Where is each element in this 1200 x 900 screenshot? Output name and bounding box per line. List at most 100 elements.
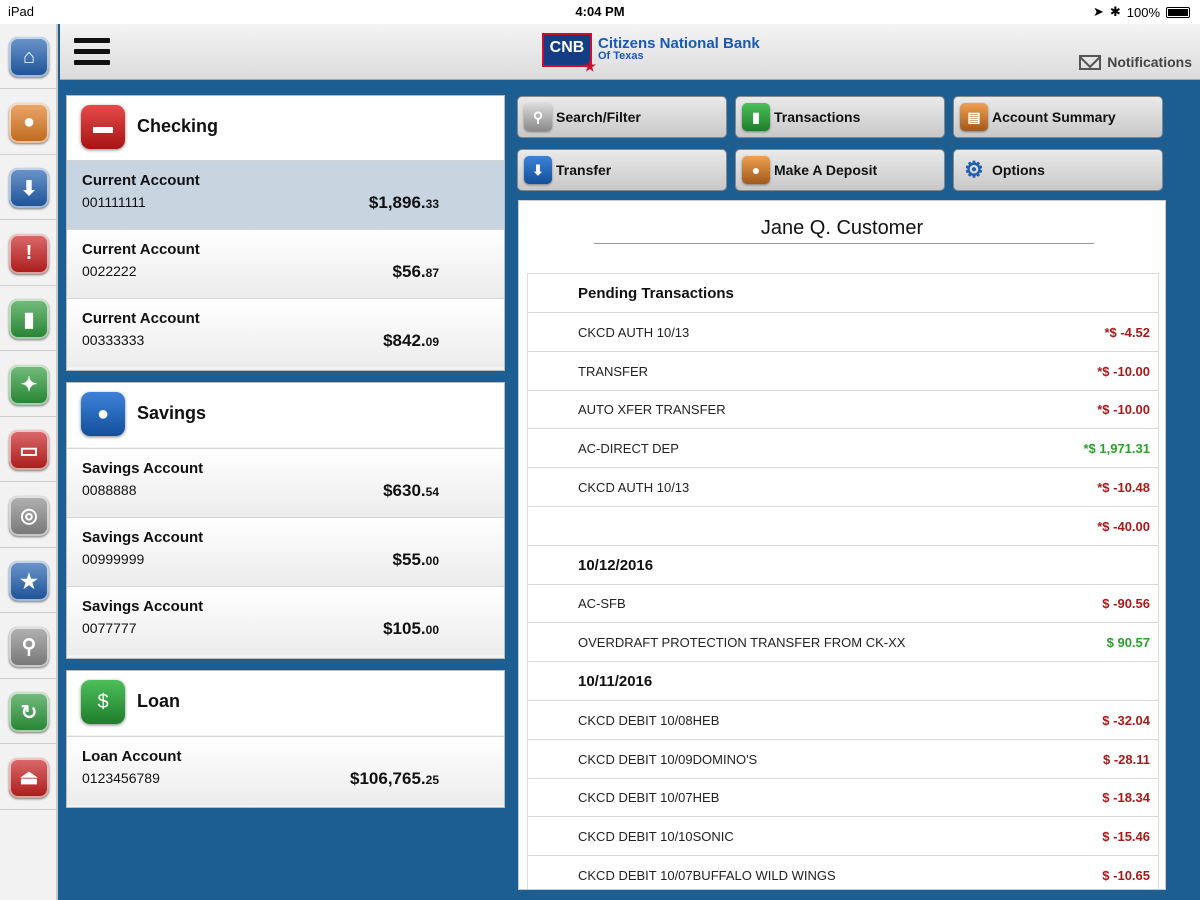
- transaction-group-heading: 10/12/2016: [528, 546, 1158, 585]
- transaction-row[interactable]: AC-SFB $ -90.56: [528, 584, 1158, 624]
- transaction-row[interactable]: AUTO XFER TRANSFER *$ -10.00: [528, 390, 1158, 430]
- chart-icon: ▮: [742, 103, 770, 131]
- savings-panel: ● Savings Savings Account 0088888 $630.5…: [66, 382, 505, 659]
- divider: [594, 243, 1094, 244]
- transfer-button[interactable]: ⬇ Transfer: [517, 149, 727, 191]
- transaction-description: TRANSFER: [578, 363, 649, 379]
- sidebar-divider: [0, 153, 56, 155]
- checking-account-row[interactable]: Current Account 001111111 $1,896.33: [67, 160, 504, 229]
- download-icon[interactable]: ⬇: [9, 168, 49, 208]
- sidebar-divider: [0, 415, 56, 417]
- credit-card-icon: ▬: [81, 105, 125, 149]
- transactions-button[interactable]: ▮ Transactions: [735, 96, 945, 138]
- alert-icon[interactable]: !: [9, 233, 49, 274]
- sidebar-divider: [0, 808, 56, 810]
- savings-header: ● Savings: [67, 383, 504, 447]
- transaction-amount: *$ -10.00: [1097, 402, 1150, 418]
- transaction-amount: $ -18.34: [1102, 790, 1150, 806]
- transaction-row[interactable]: CKCD AUTH 10/13 *$ -4.52: [528, 313, 1158, 352]
- home-icon[interactable]: ⌂: [9, 37, 49, 77]
- gears-icon: ⚙: [964, 157, 984, 182]
- sidebar-divider: [0, 612, 56, 613]
- options-button[interactable]: ⚙ Options: [953, 149, 1163, 191]
- loan-panel: $ Loan Loan Account 0123456789 $106,765.…: [66, 670, 505, 808]
- transaction-row[interactable]: CKCD AUTH 10/13 *$ -10.48: [528, 468, 1158, 507]
- transaction-description: AC-DIRECT DEP: [578, 441, 679, 457]
- piggy-bank-icon: ●: [81, 392, 125, 436]
- transaction-row[interactable]: OVERDRAFT PROTECTION TRANSFER FROM CK-XX…: [528, 623, 1158, 663]
- transaction-amount: $ -28.11: [1103, 751, 1150, 767]
- checking-panel: ▬ Checking Current Account 001111111 $1,…: [66, 95, 505, 371]
- transaction-row[interactable]: TRANSFER *$ -10.00: [528, 352, 1158, 391]
- star-icon: ★: [583, 58, 596, 74]
- envelope-icon: [1079, 54, 1102, 70]
- menu-icon[interactable]: [74, 38, 110, 66]
- app-header: CNB ★ Citizens National Bank Of Texas Not…: [60, 24, 1200, 80]
- book-icon: ▤: [960, 103, 988, 131]
- sidebar-divider: [0, 219, 56, 220]
- transaction-amount: *$ -4.52: [1104, 324, 1150, 340]
- logout-icon[interactable]: ⏏: [9, 757, 49, 798]
- checking-header: ▬ Checking: [67, 96, 504, 160]
- transaction-amount: *$ -10.48: [1097, 480, 1150, 495]
- sidebar-divider: [0, 350, 56, 351]
- bank-logo: CNB ★ Citizens National Bank Of Texas: [542, 33, 760, 73]
- transaction-row[interactable]: CKCD DEBIT 10/09DOMINO'S $ -28.11: [528, 740, 1158, 779]
- transaction-description: Pending Transactions: [578, 285, 734, 302]
- transaction-row[interactable]: CKCD DEBIT 10/07HEB $ -18.34: [528, 778, 1158, 818]
- savings-account-row[interactable]: Savings Account 00999999 $55.00: [67, 517, 504, 586]
- transaction-description: 10/12/2016: [578, 556, 654, 574]
- location-icon: ➤: [1092, 4, 1104, 19]
- notifications-button[interactable]: Notifications: [1079, 54, 1192, 70]
- customer-name: Jane Q. Customer: [760, 217, 924, 239]
- handshake-icon[interactable]: ✦: [9, 364, 49, 405]
- status-right: ➤ ✱ 100%: [1093, 4, 1190, 20]
- savings-title: Savings: [137, 403, 207, 423]
- transaction-amount: $ 90.57: [1106, 635, 1150, 651]
- chart-icon[interactable]: ▮: [9, 299, 49, 339]
- chat-icon[interactable]: ▭: [9, 430, 49, 470]
- status-bar: iPad 4:04 PM ➤ ✱ 100%: [0, 0, 1200, 24]
- device-label: iPad: [8, 4, 35, 19]
- piggy-bank-icon: ●: [742, 156, 770, 184]
- transaction-amount: $ -15.46: [1102, 829, 1150, 845]
- account-summary-button[interactable]: ▤ Account Summary: [953, 96, 1163, 138]
- transaction-amount: $ -90.56: [1102, 596, 1150, 612]
- transaction-description: CKCD DEBIT 10/09DOMINO'S: [578, 751, 758, 767]
- transaction-description: CKCD DEBIT 10/07HEB: [578, 790, 720, 806]
- transaction-row[interactable]: AC-DIRECT DEP *$ 1,971.31: [528, 429, 1158, 469]
- transaction-amount: $ -10.65: [1102, 868, 1150, 883]
- transaction-row[interactable]: *$ -40.00: [528, 507, 1158, 546]
- transaction-amount: *$ 1,971.31: [1083, 441, 1150, 457]
- battery-percent: 100%: [1126, 4, 1160, 20]
- transaction-description: CKCD DEBIT 10/10SONIC: [578, 829, 734, 845]
- transaction-amount: $ -32.04: [1102, 712, 1150, 728]
- piggy-bank-icon[interactable]: ●: [9, 102, 49, 143]
- transaction-amount: *$ -10.00: [1097, 363, 1150, 379]
- loan-account-row[interactable]: Loan Account 0123456789 $106,765.25: [67, 736, 504, 805]
- sidebar-divider: [0, 546, 56, 548]
- checking-title: Checking: [137, 116, 219, 136]
- transaction-row[interactable]: CKCD DEBIT 10/07BUFFALO WILD WINGS $ -10.…: [528, 856, 1158, 889]
- globe-star-icon[interactable]: ★: [9, 561, 49, 601]
- checking-account-row[interactable]: Current Account 00333333 $842.09: [67, 298, 504, 367]
- transaction-description: 10/11/2016: [578, 673, 653, 690]
- cnb-logo-mark: CNB ★: [542, 33, 596, 73]
- savings-account-row[interactable]: Savings Account 0077777 $105.00: [67, 586, 504, 655]
- transactions-detail: Jane Q. Customer Pending Transactions CKC…: [518, 200, 1166, 890]
- search-filter-button[interactable]: ⚲ Search/Filter: [517, 96, 727, 138]
- savings-account-row[interactable]: Savings Account 0088888 $630.54: [67, 448, 504, 517]
- settings-icon[interactable]: ◎: [9, 495, 49, 536]
- transaction-row[interactable]: CKCD DEBIT 10/10SONIC $ -15.46: [528, 817, 1158, 857]
- sidebar: ⌂ ● ⬇! ▮ ✦ ▭ ◎ ★ ⚲ ↻ ⏏: [0, 24, 58, 900]
- transaction-row[interactable]: CKCD DEBIT 10/08HEB $ -32.04: [528, 701, 1158, 740]
- transaction-list[interactable]: Pending Transactions CKCD AUTH 10/13 *$ -4…: [527, 273, 1159, 889]
- download-icon: ⬇: [524, 156, 552, 184]
- transaction-group-heading: 10/11/2016: [528, 662, 1158, 701]
- bank-name: Citizens National Bank Of Texas: [598, 35, 760, 62]
- search-icon[interactable]: ⚲: [9, 626, 49, 667]
- checking-account-row[interactable]: Current Account 0022222 $56.87: [67, 229, 504, 298]
- make-deposit-button[interactable]: ● Make A Deposit: [735, 149, 945, 191]
- refresh-icon[interactable]: ↻: [9, 692, 49, 732]
